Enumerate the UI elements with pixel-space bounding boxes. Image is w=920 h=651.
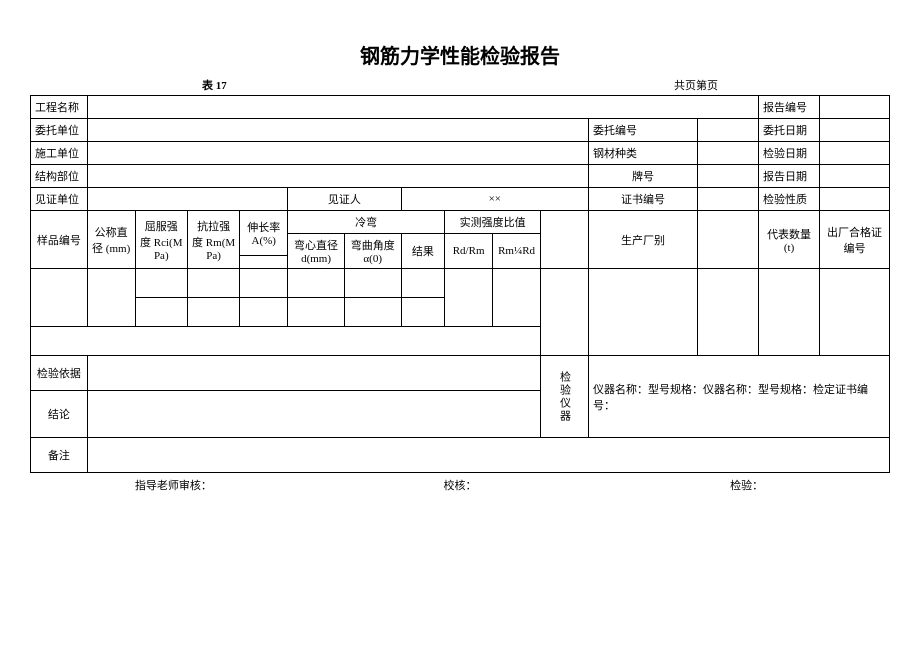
val-basis: [87, 356, 540, 391]
val-inspect-nature: [820, 188, 890, 211]
val-contractor: [87, 142, 588, 165]
lbl-project-name: 工程名称: [31, 96, 88, 119]
col-blank-1: [541, 211, 589, 269]
val-commission-date: [820, 119, 890, 142]
lbl-structure-part: 结构部位: [31, 165, 88, 188]
col-bend-dia: 弯心直径 d(mm): [288, 234, 345, 269]
lbl-contractor: 施工单位: [31, 142, 88, 165]
col-cert: 出厂合格证编号: [820, 211, 890, 269]
val-steel-type: [698, 142, 759, 165]
row-client: 委托单位 委托编号 委托日期: [31, 119, 890, 142]
meta-row: 表 17 共页第页: [30, 77, 890, 95]
lbl-witness-person: 见证人: [288, 188, 401, 211]
col-tensile: 抗拉强度 Rm(MPa): [187, 211, 239, 269]
data-row-1: [31, 269, 890, 298]
sig-checker: 校核：: [317, 477, 604, 493]
val-witness-unit: [87, 188, 288, 211]
col-rmrd: Rm¼Rd: [493, 234, 541, 269]
lbl-witness-unit: 见证单位: [31, 188, 88, 211]
report-title: 钢筋力学性能检验报告: [30, 40, 890, 69]
lbl-inspect-nature: 检验性质: [759, 188, 820, 211]
col-elong-sub: [240, 256, 288, 269]
val-instrument: 仪器名称：型号规格：仪器名称：型号规格：检定证书编号：: [589, 356, 890, 438]
col-rdrm: Rd/Rm: [445, 234, 493, 269]
col-bend-angle: 弯曲角度 α(0): [344, 234, 401, 269]
col-yield: 屈服强度 Rci(MPa): [135, 211, 187, 269]
col-cold-bend: 冷弯: [288, 211, 445, 234]
col-elongation: 伸长率 A(%): [240, 211, 288, 256]
sig-inspector: 检验：: [603, 477, 890, 493]
val-structure-part: [87, 165, 588, 188]
lbl-inspect-date: 检验日期: [759, 142, 820, 165]
page-indicator: 共页第页: [674, 77, 718, 93]
lbl-steel-type: 钢材种类: [589, 142, 698, 165]
col-blank-2: [698, 211, 759, 269]
lbl-brand: 牌号: [589, 165, 698, 188]
val-inspect-date: [820, 142, 890, 165]
col-ratio: 实测强度比值: [445, 211, 541, 234]
val-report-date: [820, 165, 890, 188]
val-client: [87, 119, 588, 142]
row-basis: 检验依据 检验仪器 仪器名称：型号规格：仪器名称：型号规格：检定证书编号：: [31, 356, 890, 391]
row-structure: 结构部位 牌号 报告日期: [31, 165, 890, 188]
lbl-client: 委托单位: [31, 119, 88, 142]
val-commission-no: [698, 119, 759, 142]
col-sample-no: 样品编号: [31, 211, 88, 269]
row-witness: 见证单位 见证人 ×× 证书编号 检验性质: [31, 188, 890, 211]
lbl-remark: 备注: [31, 438, 88, 473]
val-conclusion: [87, 391, 540, 438]
report-table: 工程名称 报告编号 委托单位 委托编号 委托日期 施工单位 钢材种类 检验日期 …: [30, 95, 890, 473]
lbl-cert-no: 证书编号: [589, 188, 698, 211]
val-remark: [87, 438, 889, 473]
val-brand: [698, 165, 759, 188]
sig-reviewer: 指导老师审核：: [30, 477, 317, 493]
col-result: 结果: [401, 234, 445, 269]
col-nominal-dia: 公称直径 (mm): [87, 211, 135, 269]
lbl-commission-no: 委托编号: [589, 119, 698, 142]
table-number: 表 17: [202, 77, 227, 93]
col-rep-qty: 代表数量(t): [759, 211, 820, 269]
val-project-name: [87, 96, 758, 119]
row-contractor: 施工单位 钢材种类 检验日期: [31, 142, 890, 165]
col-header-1: 样品编号 公称直径 (mm) 屈服强度 Rci(MPa) 抗拉强度 Rm(MPa…: [31, 211, 890, 234]
lbl-report-date: 报告日期: [759, 165, 820, 188]
col-factory: 生产厂别: [589, 211, 698, 269]
footer-signatures: 指导老师审核： 校核： 检验：: [30, 473, 890, 493]
lbl-report-no: 报告编号: [759, 96, 820, 119]
lbl-instrument: 检验仪器: [541, 356, 589, 438]
val-report-no: [820, 96, 890, 119]
lbl-conclusion: 结论: [31, 391, 88, 438]
lbl-basis: 检验依据: [31, 356, 88, 391]
row-remark: 备注: [31, 438, 890, 473]
lbl-commission-date: 委托日期: [759, 119, 820, 142]
row-project: 工程名称 报告编号: [31, 96, 890, 119]
val-witness-person: ××: [401, 188, 588, 211]
val-cert-no: [698, 188, 759, 211]
